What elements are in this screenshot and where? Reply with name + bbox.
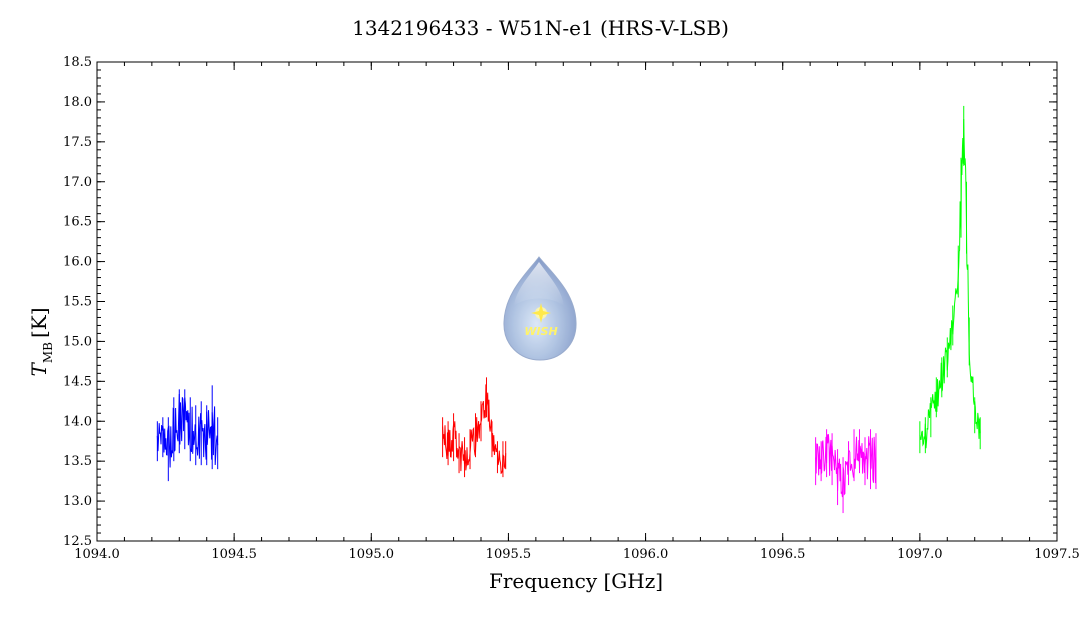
x-tick-label: 1096.5: [760, 547, 806, 562]
y-tick-label: 16.0: [63, 255, 92, 270]
x-tick-label: 1097.0: [897, 547, 943, 562]
y-tick-label: 18.5: [63, 55, 92, 70]
star-icon: [531, 303, 551, 323]
x-tick-label: 1097.5: [1034, 547, 1080, 562]
y-tick-label: 13.0: [63, 494, 92, 509]
y-tick-label: 18.0: [63, 95, 92, 110]
drop-shine: [514, 262, 564, 306]
x-tick-label: 1095.5: [486, 547, 532, 562]
series-lines: [156, 105, 981, 514]
y-tick-label: 14.0: [63, 414, 92, 429]
series-line-2: [442, 384, 507, 475]
y-axis-label-subscript: MB: [41, 342, 55, 363]
plot-border: [96, 61, 1058, 542]
y-axis-label-symbol: T: [27, 362, 51, 377]
chart-title: 1342196433 - W51N-e1 (HRS-V-LSB): [352, 16, 729, 40]
logo-text: WISH: [524, 325, 557, 338]
y-tick-label: 17.0: [63, 175, 92, 190]
series-line-3: [815, 434, 877, 498]
y-tick-label: 15.0: [63, 334, 92, 349]
y-tick-label: 16.5: [63, 215, 92, 230]
series-line-1: [156, 393, 219, 468]
y-tick-label: 13.5: [63, 454, 92, 469]
svg-text:TMB[K]: TMB [K]: [27, 308, 55, 377]
y-tick-label: 12.5: [63, 534, 92, 549]
x-tick-label: 1094.5: [211, 547, 257, 562]
y-axis-label-unit: [K]: [27, 308, 51, 339]
axis-ticks: 1094.0 1094.5 1095.0 1095.5 1096.0 1096.5 1097…: [63, 55, 1080, 562]
y-tick-label: 17.5: [63, 135, 92, 150]
plot-frame: [96, 61, 1058, 542]
series-line-4: [919, 118, 981, 449]
x-tick-label: 1095.0: [349, 547, 395, 562]
wish-logo: WISH: [503, 256, 577, 361]
x-axis-label: Frequency [GHz]: [489, 569, 663, 593]
x-tick-label: 1094.0: [74, 547, 120, 562]
y-tick-label: 15.5: [63, 295, 92, 310]
x-tick-label: 1096.0: [623, 547, 669, 562]
y-axis-label: TMB [K]: [27, 308, 55, 377]
y-tick-label: 14.5: [63, 374, 92, 389]
